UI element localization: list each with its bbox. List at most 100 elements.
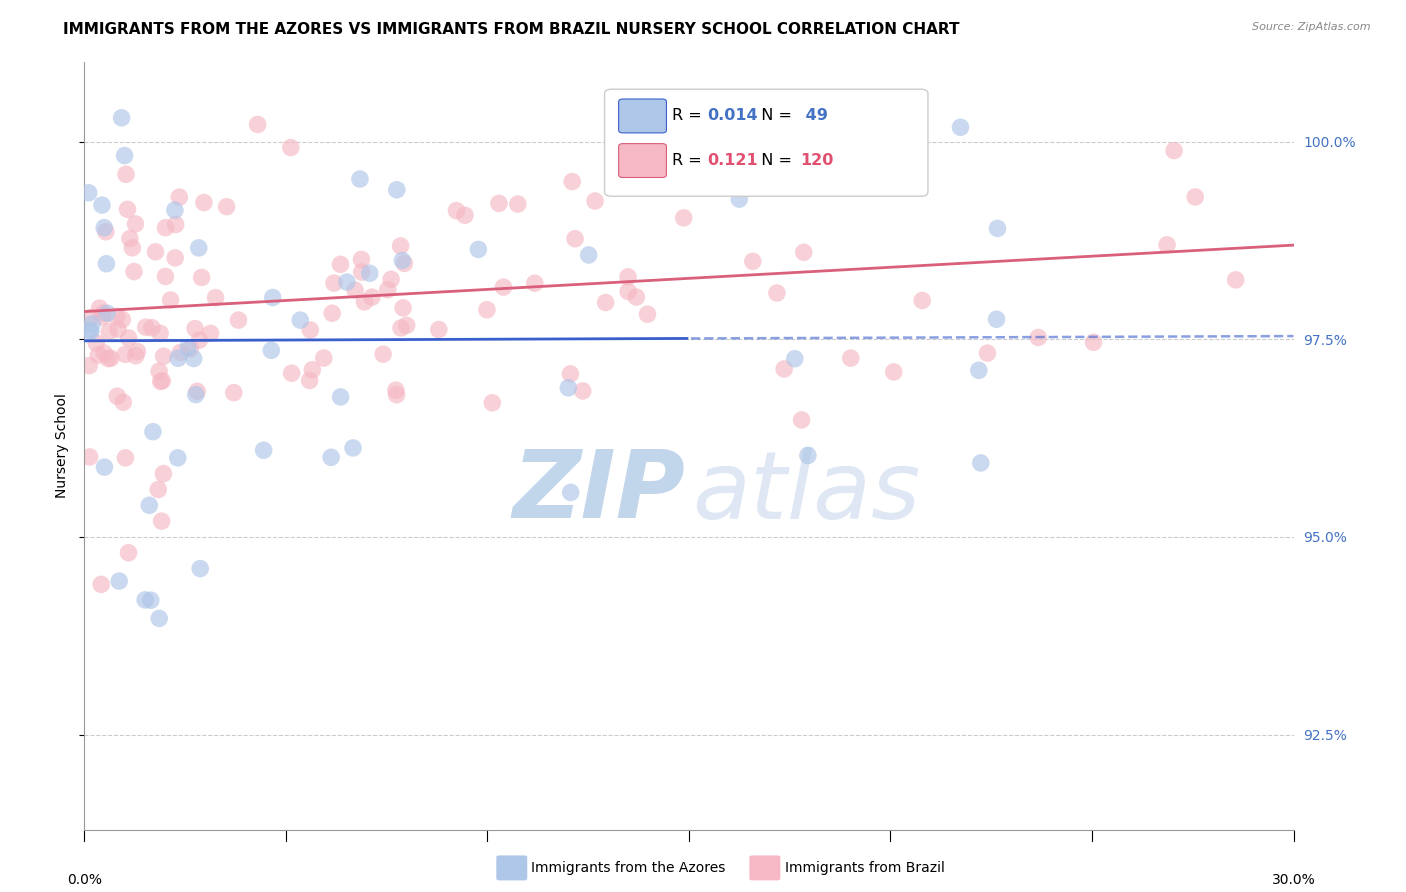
Point	[77, 186, 100, 200]
Point	[165, 251, 187, 265]
Point	[321, 306, 343, 320]
Point	[253, 443, 276, 458]
Point	[117, 202, 139, 217]
Point	[166, 450, 188, 465]
Point	[475, 302, 498, 317]
Point	[152, 467, 174, 481]
Point	[177, 341, 200, 355]
Point	[148, 611, 170, 625]
Point	[488, 196, 510, 211]
Point	[127, 344, 149, 359]
Point	[301, 363, 323, 377]
Point	[454, 208, 477, 222]
Point	[118, 231, 141, 245]
Point	[394, 256, 416, 270]
Point	[93, 460, 115, 475]
Point	[523, 277, 546, 291]
Point	[1156, 238, 1178, 252]
Text: 0.121: 0.121	[707, 153, 758, 168]
Point	[187, 241, 209, 255]
Point	[124, 217, 146, 231]
Point	[96, 257, 118, 271]
Point	[793, 245, 815, 260]
Point	[790, 413, 813, 427]
Point	[385, 183, 408, 197]
Point	[84, 336, 107, 351]
Point	[617, 269, 640, 284]
Point	[344, 283, 367, 297]
Point	[321, 450, 343, 465]
Point	[79, 359, 101, 373]
Text: N =: N =	[751, 109, 797, 123]
Point	[578, 248, 600, 262]
Point	[1163, 144, 1185, 158]
Point	[481, 396, 503, 410]
Text: 30.0%: 30.0%	[1271, 873, 1316, 887]
Point	[506, 197, 529, 211]
Point	[134, 592, 156, 607]
Point	[783, 351, 806, 366]
Point	[149, 375, 172, 389]
Point	[353, 294, 375, 309]
Point	[97, 351, 120, 366]
Point	[391, 253, 413, 268]
Point	[79, 310, 101, 325]
Point	[797, 449, 820, 463]
Point	[184, 321, 207, 335]
Point	[169, 190, 191, 204]
Point	[179, 342, 201, 356]
Point	[82, 317, 104, 331]
Point	[80, 324, 103, 338]
Point	[970, 456, 993, 470]
Point	[79, 323, 101, 337]
Point	[111, 312, 134, 326]
Point	[349, 172, 371, 186]
Point	[150, 514, 173, 528]
Point	[91, 310, 114, 324]
Point	[571, 384, 593, 398]
Point	[766, 286, 789, 301]
Point	[190, 270, 212, 285]
Point	[118, 331, 141, 345]
Point	[336, 275, 359, 289]
Point	[125, 349, 148, 363]
Point	[93, 346, 115, 360]
Point	[389, 321, 412, 335]
Point	[141, 320, 163, 334]
Point	[446, 203, 468, 218]
Point	[741, 254, 763, 268]
Point	[148, 364, 170, 378]
Point	[564, 232, 586, 246]
Point	[90, 577, 112, 591]
Text: Immigrants from Brazil: Immigrants from Brazil	[785, 861, 945, 875]
Text: 0.014: 0.014	[707, 109, 758, 123]
Point	[298, 374, 321, 388]
Point	[380, 272, 402, 286]
Text: 49: 49	[800, 109, 828, 123]
Point	[150, 374, 173, 388]
Text: Source: ZipAtlas.com: Source: ZipAtlas.com	[1253, 22, 1371, 32]
Point	[193, 195, 215, 210]
Point	[149, 326, 172, 341]
Point	[976, 346, 998, 360]
Point	[169, 345, 191, 359]
Point	[773, 362, 796, 376]
Point	[186, 384, 208, 399]
Point	[105, 389, 128, 403]
Point	[560, 485, 582, 500]
Point	[91, 306, 114, 320]
Point	[91, 198, 114, 212]
Point	[222, 385, 245, 400]
Point	[672, 211, 695, 225]
Point	[94, 225, 117, 239]
Point	[595, 295, 617, 310]
Point	[112, 395, 135, 409]
Point	[188, 333, 211, 347]
Point	[262, 291, 284, 305]
Point	[110, 111, 132, 125]
Point	[184, 387, 207, 401]
Point	[557, 381, 579, 395]
Point	[100, 351, 122, 366]
Point	[89, 301, 111, 315]
Point	[246, 118, 269, 132]
